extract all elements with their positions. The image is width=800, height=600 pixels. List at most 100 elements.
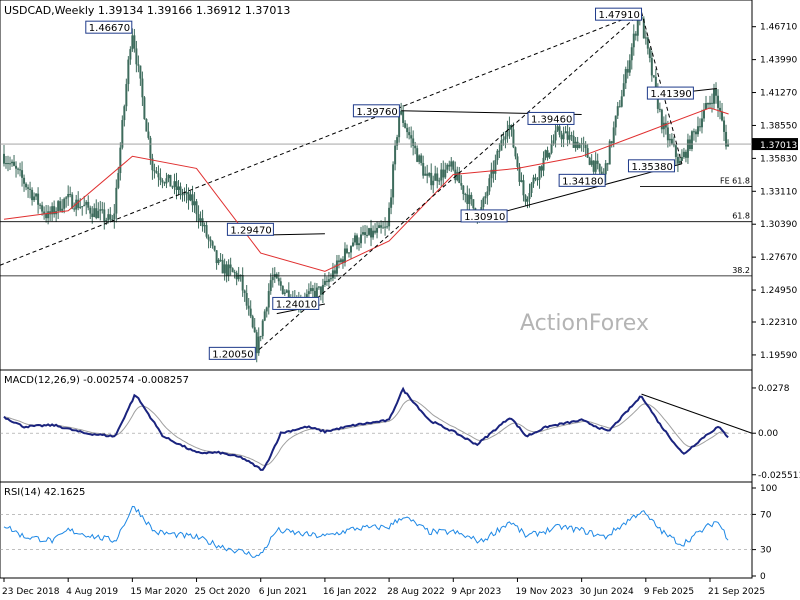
time-tick-label: 9 Feb 2025 [644,587,694,597]
candle-body [111,219,114,221]
price-label-box [226,222,274,236]
candle-body [468,194,471,204]
candle-body [496,150,499,161]
candle-body [636,19,639,36]
price-tick-label: 1.33110 [760,187,797,197]
candle-body [317,286,320,288]
candle-body [173,181,176,187]
candle-body [171,186,174,188]
candle-body [614,115,617,128]
candle-body [203,225,206,227]
candle-body [540,166,543,171]
candle-body [139,65,142,79]
candle-body [684,151,687,158]
price-tick-label: 1.19590 [760,351,797,361]
candle-body [261,320,264,337]
candle-body [73,208,76,210]
candle-body [542,157,545,171]
candle-body [155,171,158,174]
rsi-plot [0,505,752,558]
price-label-text: 1.35380 [631,162,672,173]
candle-body [53,206,56,215]
overlays: FE 61.8 61.8 38.2 1.46670 1.20050 1.29470 1.24… [0,7,752,360]
candle-body [372,230,375,238]
time-tick-label: 25 Oct 2020 [195,587,251,597]
candle-body [67,193,70,198]
macd-trendline [641,393,753,434]
candle-body [436,173,439,182]
candle-body [424,173,427,176]
candle-body [169,174,172,187]
candle-body [15,165,18,169]
candle-body [3,153,5,164]
price-label-text: 1.39460 [531,114,572,125]
candle-body [668,138,671,141]
candle-body [65,197,68,199]
candle-body [101,209,104,211]
candle-body [530,183,533,193]
candle-body [349,246,352,253]
candle-body [418,155,421,162]
candle-body [41,205,44,212]
dashed-channel-lower [258,11,642,350]
candle-body [650,57,653,76]
candle-body [21,170,24,178]
candle-body [253,327,256,333]
candle-body [725,131,728,147]
candle-body [129,49,132,60]
price-tick-label: 1.46710 [760,23,797,33]
candle-body [141,78,144,98]
macd-line [3,386,729,471]
price-label-text: 1.41390 [650,89,691,100]
candle-body [416,148,419,162]
price-tick-label: 1.30390 [760,220,797,230]
macd-tick-label: -0.025511 [758,471,800,481]
candle-body [147,131,150,138]
candle-body [694,131,697,135]
candle-body [556,126,559,131]
candle-body [676,156,679,164]
candle-body [97,210,100,219]
candle-body [534,177,537,180]
candle-body [678,160,681,164]
time-tick-label: 19 Nov 2023 [515,587,573,597]
candle-body [93,208,96,217]
price-label-box [627,159,675,173]
candle-body [105,220,108,222]
candle-body [113,213,116,220]
candle-body [9,163,12,165]
price-label-box [527,111,575,125]
candle-body [225,264,228,276]
candle-body [211,241,214,246]
candle-body [85,201,88,205]
candle-body [548,152,551,158]
candle-body [181,194,184,196]
range-lower [480,163,683,219]
candle-body [428,172,431,176]
price-label-text: 1.24010 [276,299,317,310]
price-tick-label: 1.24950 [760,286,797,296]
candle-body [237,274,240,280]
candle-body [243,290,246,293]
candle-body [193,201,196,206]
candle-body [27,187,30,189]
candle-body [175,181,178,190]
candle-body [546,150,549,158]
candle-body [654,76,657,89]
rsi-axis: 100 70 30 0 [752,484,777,582]
candle-body [368,228,371,235]
candle-body [153,170,156,172]
candle-body [715,88,718,96]
candle-body [69,193,72,195]
candle-body [47,211,50,219]
candle-body [711,102,714,104]
candle-body [103,209,106,222]
price-axis: 1.46710 1.43990 1.41270 1.38550 1.35830 1.331… [752,23,798,361]
candle-body [257,336,260,354]
candle-body [488,178,491,192]
candle-body [608,141,611,165]
time-tick-label: 6 Jun 2021 [259,587,307,597]
price-label-box [208,346,256,360]
candle-body [402,111,405,123]
candle-body [23,177,26,184]
